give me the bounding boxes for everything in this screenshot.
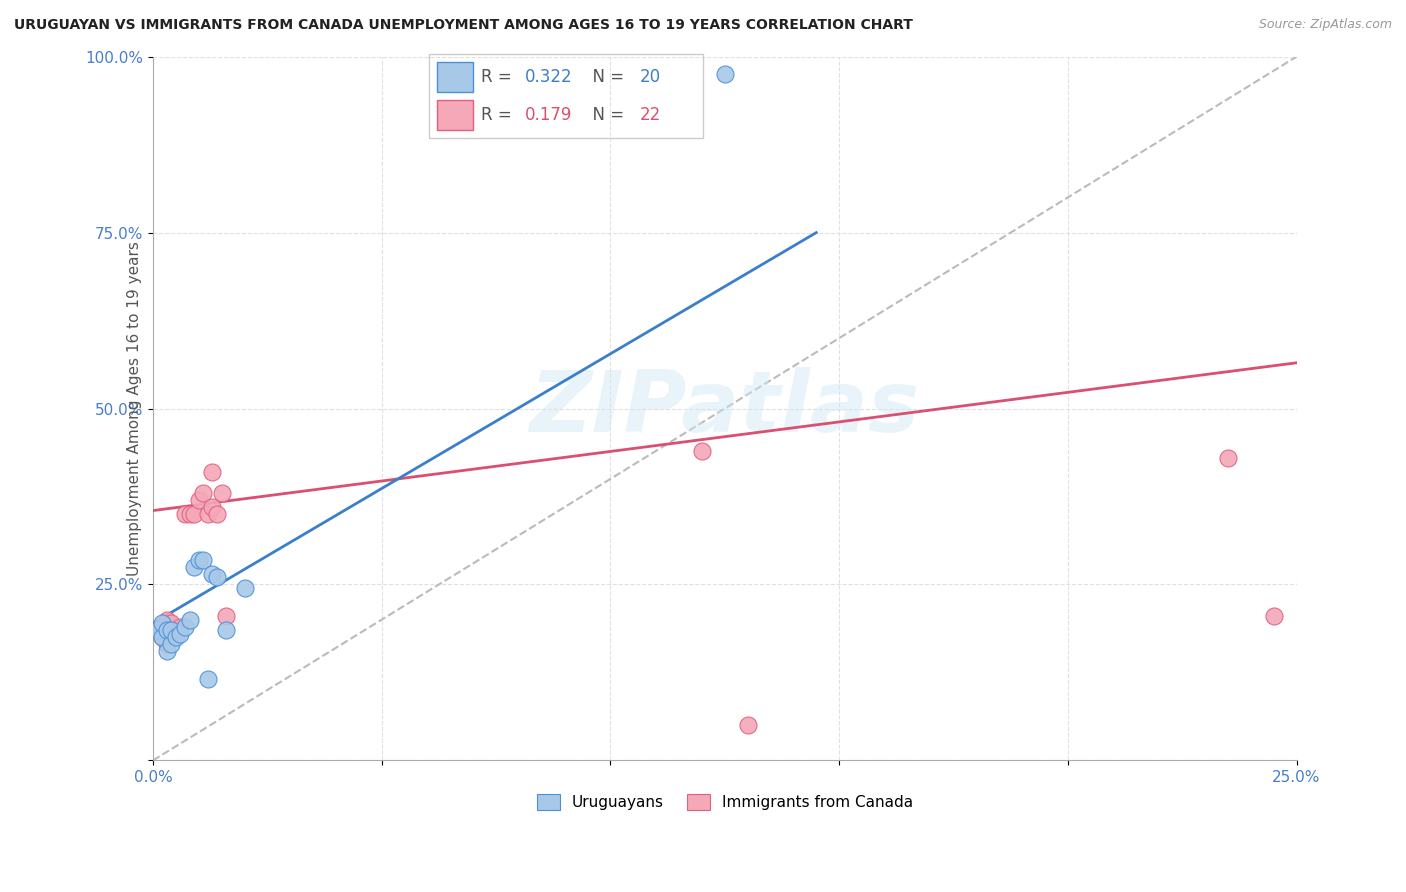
Point [187,553,209,567]
Legend: Uruguayans, Immigrants from Canada: Uruguayans, Immigrants from Canada [530,788,920,816]
Point [174,620,197,634]
Text: N =: N = [582,106,630,124]
Point [201,500,224,514]
Point [205,507,228,521]
Point [156,644,179,658]
Point [179,507,201,521]
Point [197,507,219,521]
Point [160,616,183,631]
Point [156,624,179,638]
Text: R =: R = [481,106,517,124]
Point [187,493,209,508]
Point [193,553,215,567]
Point [211,486,233,500]
Point [150,630,173,644]
Point [193,486,215,500]
Point [201,465,224,479]
Point [737,718,759,732]
Text: 20: 20 [640,68,661,86]
Point [165,630,187,644]
Point [146,624,169,638]
Point [215,609,238,624]
Bar [437,100,472,130]
Point [201,566,224,581]
Point [1263,609,1285,624]
Text: 22: 22 [640,106,661,124]
Point [215,624,238,638]
Point [150,616,173,631]
Text: R =: R = [481,68,517,86]
Point [205,570,228,584]
Text: 0.322: 0.322 [524,68,572,86]
Y-axis label: Unemployment Among Ages 16 to 19 years: Unemployment Among Ages 16 to 19 years [127,241,142,576]
Point [146,624,169,638]
Point [1216,450,1239,465]
Point [179,613,201,627]
Point [156,613,179,627]
Text: URUGUAYAN VS IMMIGRANTS FROM CANADA UNEMPLOYMENT AMONG AGES 16 TO 19 YEARS CORRE: URUGUAYAN VS IMMIGRANTS FROM CANADA UNEM… [14,18,912,32]
Point [169,620,191,634]
Point [233,581,256,595]
Text: ZIPatlas: ZIPatlas [530,367,920,450]
Text: N =: N = [582,68,630,86]
Text: Source: ZipAtlas.com: Source: ZipAtlas.com [1258,18,1392,31]
Point [160,624,183,638]
Point [690,443,713,458]
Point [183,559,205,574]
Point [183,507,205,521]
Point [160,637,183,651]
Point [174,507,197,521]
Point [713,67,735,81]
Point [165,624,187,638]
Bar [437,62,472,92]
Point [197,673,219,687]
Point [150,630,173,644]
Point [156,637,179,651]
Text: 0.179: 0.179 [524,106,572,124]
Point [169,626,191,640]
